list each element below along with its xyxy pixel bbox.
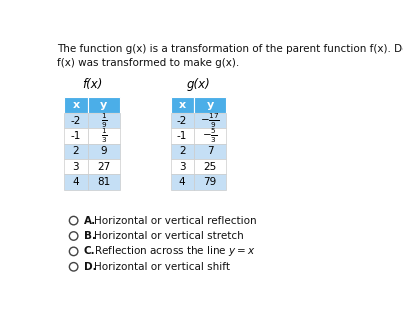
Bar <box>87 174 120 190</box>
Text: $-\frac{17}{9}$: $-\frac{17}{9}$ <box>200 111 220 130</box>
Text: $-\frac{5}{3}$: $-\frac{5}{3}$ <box>202 127 218 145</box>
Bar <box>194 174 226 190</box>
Text: Horizontal or vertical shift: Horizontal or vertical shift <box>94 262 230 272</box>
Text: -1: -1 <box>177 131 187 141</box>
Text: C.: C. <box>84 246 96 256</box>
Bar <box>64 98 87 113</box>
Text: -2: -2 <box>71 115 81 125</box>
Bar <box>64 128 87 144</box>
Bar <box>194 144 226 159</box>
Text: D.: D. <box>84 262 96 272</box>
Text: 81: 81 <box>97 177 110 187</box>
Text: 25: 25 <box>204 162 217 172</box>
Text: 3: 3 <box>179 162 185 172</box>
Bar <box>64 159 87 174</box>
Bar <box>64 113 87 128</box>
Text: $\frac{1}{3}$: $\frac{1}{3}$ <box>100 127 107 145</box>
Bar <box>170 159 194 174</box>
Bar <box>64 174 87 190</box>
Text: -2: -2 <box>177 115 187 125</box>
Bar <box>87 113 120 128</box>
Text: -1: -1 <box>71 131 81 141</box>
Text: 4: 4 <box>73 177 79 187</box>
Text: x: x <box>73 100 79 110</box>
Text: 4: 4 <box>179 177 185 187</box>
Text: 2: 2 <box>73 146 79 156</box>
Bar <box>194 159 226 174</box>
Text: 7: 7 <box>207 146 213 156</box>
Text: $\frac{1}{9}$: $\frac{1}{9}$ <box>100 111 107 130</box>
Text: Horizontal or vertical stretch: Horizontal or vertical stretch <box>94 231 243 241</box>
Bar <box>170 174 194 190</box>
Bar <box>87 144 120 159</box>
Text: 9: 9 <box>100 146 107 156</box>
Bar <box>194 98 226 113</box>
Bar <box>64 144 87 159</box>
Bar <box>87 159 120 174</box>
Text: 3: 3 <box>73 162 79 172</box>
Text: B.: B. <box>84 231 96 241</box>
Bar <box>170 113 194 128</box>
Text: Horizontal or vertical reflection: Horizontal or vertical reflection <box>94 215 256 226</box>
Text: x: x <box>179 100 186 110</box>
Text: The function g(x) is a transformation of the parent function f(x). Decide how
f(: The function g(x) is a transformation of… <box>56 43 403 67</box>
Text: g(x): g(x) <box>187 78 210 91</box>
Bar <box>87 98 120 113</box>
Text: 2: 2 <box>179 146 185 156</box>
Bar <box>194 113 226 128</box>
Bar <box>170 128 194 144</box>
Bar <box>87 128 120 144</box>
Text: Reflection across the line $y = x$: Reflection across the line $y = x$ <box>94 244 256 259</box>
Text: A.: A. <box>84 215 96 226</box>
Bar <box>170 144 194 159</box>
Text: y: y <box>206 100 214 110</box>
Bar <box>170 98 194 113</box>
Bar <box>194 128 226 144</box>
Text: f(x): f(x) <box>82 78 102 91</box>
Text: y: y <box>100 100 108 110</box>
Text: 27: 27 <box>97 162 110 172</box>
Text: 79: 79 <box>204 177 217 187</box>
